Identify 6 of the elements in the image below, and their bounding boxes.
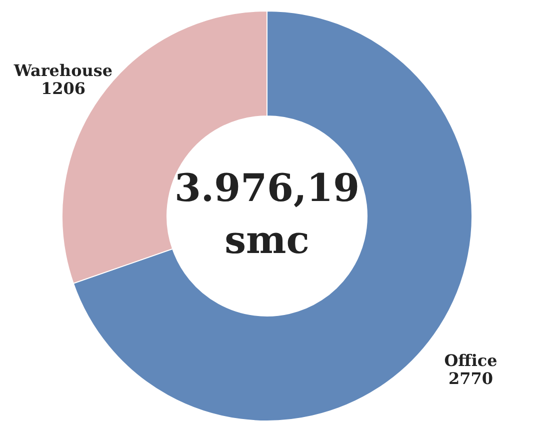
text: smc — [224, 217, 310, 262]
slice-label: Office — [444, 350, 498, 370]
data-label: 2770 — [448, 368, 494, 388]
text: 3.976,19 — [174, 165, 360, 210]
data-label: 1206 — [40, 79, 86, 98]
slice-label: Warehouse — [12, 61, 113, 80]
